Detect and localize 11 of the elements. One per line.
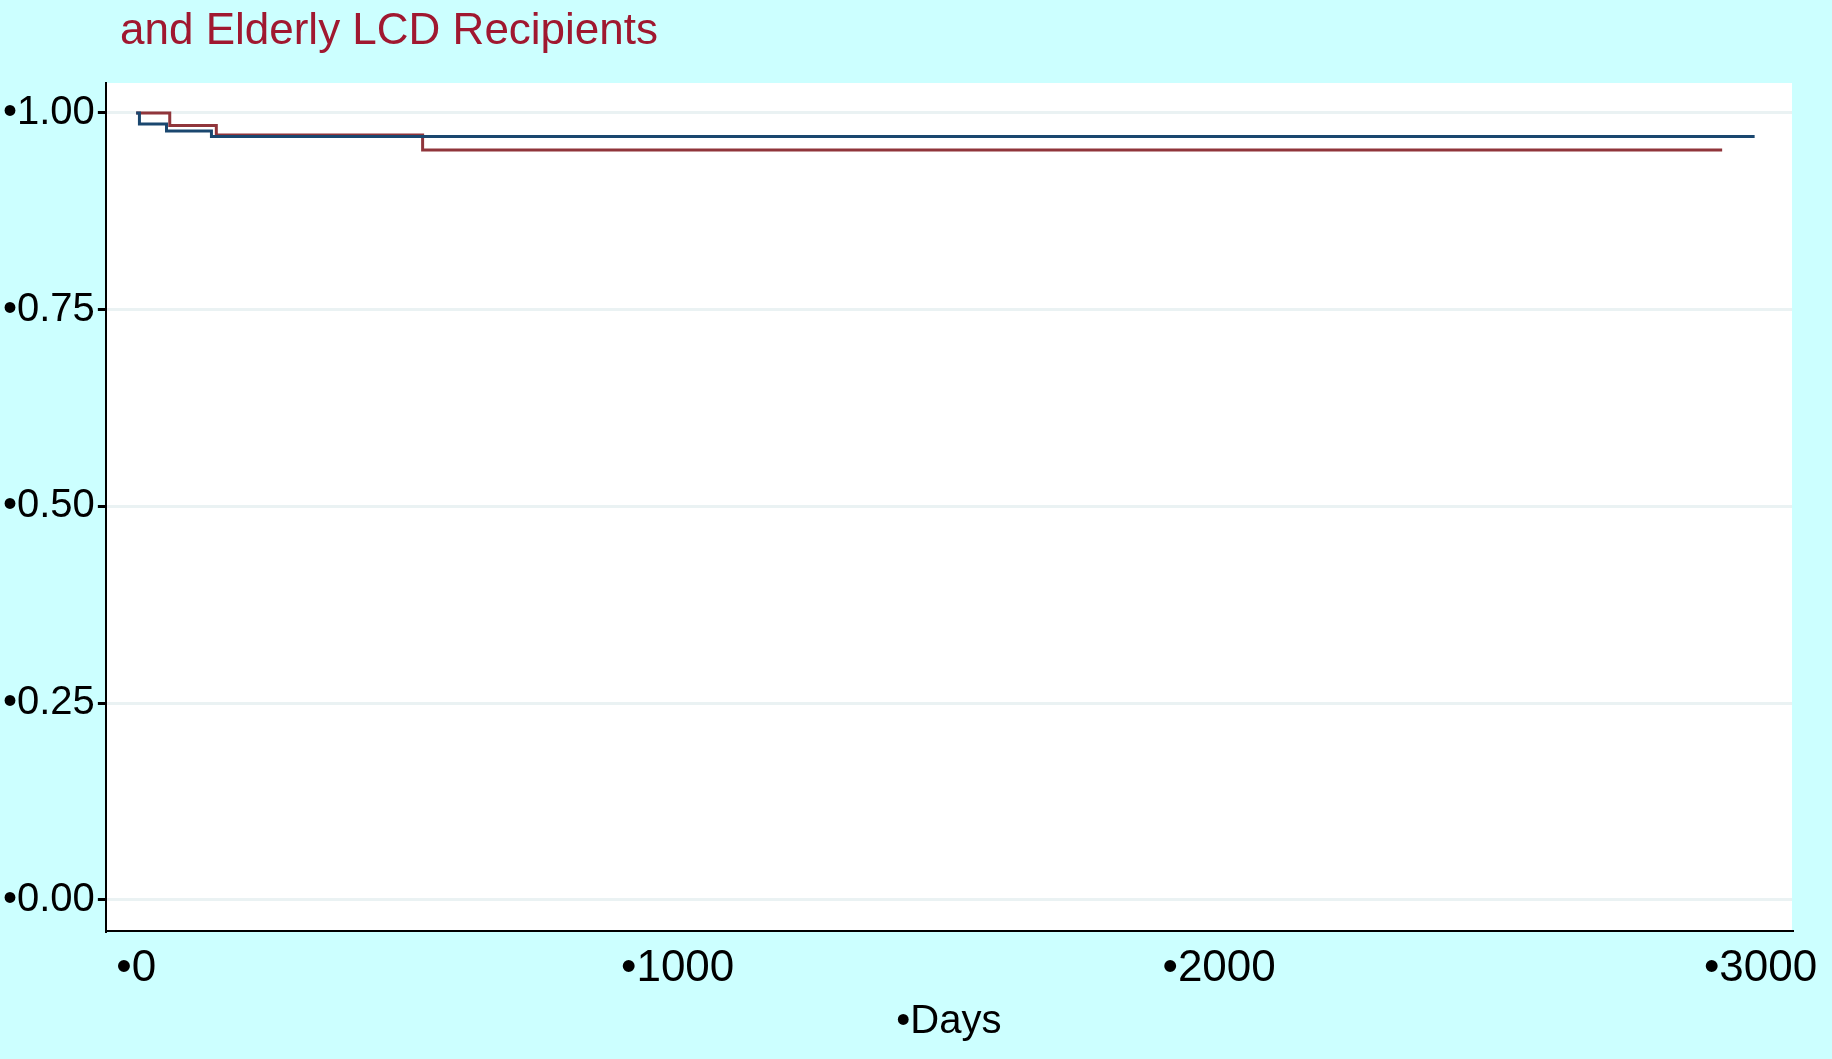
y-tick-label: •0.50 <box>3 481 95 526</box>
x-tick-label: •0 <box>116 940 157 990</box>
x-tick-label: •2000 <box>1162 940 1276 990</box>
y-tick-label: •0.25 <box>3 678 95 723</box>
y-tick-label: •0.75 <box>3 284 95 329</box>
x-axis-title: •Days <box>896 997 1002 1042</box>
x-tick-label: •1000 <box>621 940 735 990</box>
y-tick-label: •1.00 <box>3 87 95 132</box>
chart-title: and Elderly LCD Recipients <box>120 4 660 55</box>
y-tick-label: •0.00 <box>3 874 95 919</box>
x-tick-label: •3000 <box>1703 940 1818 990</box>
